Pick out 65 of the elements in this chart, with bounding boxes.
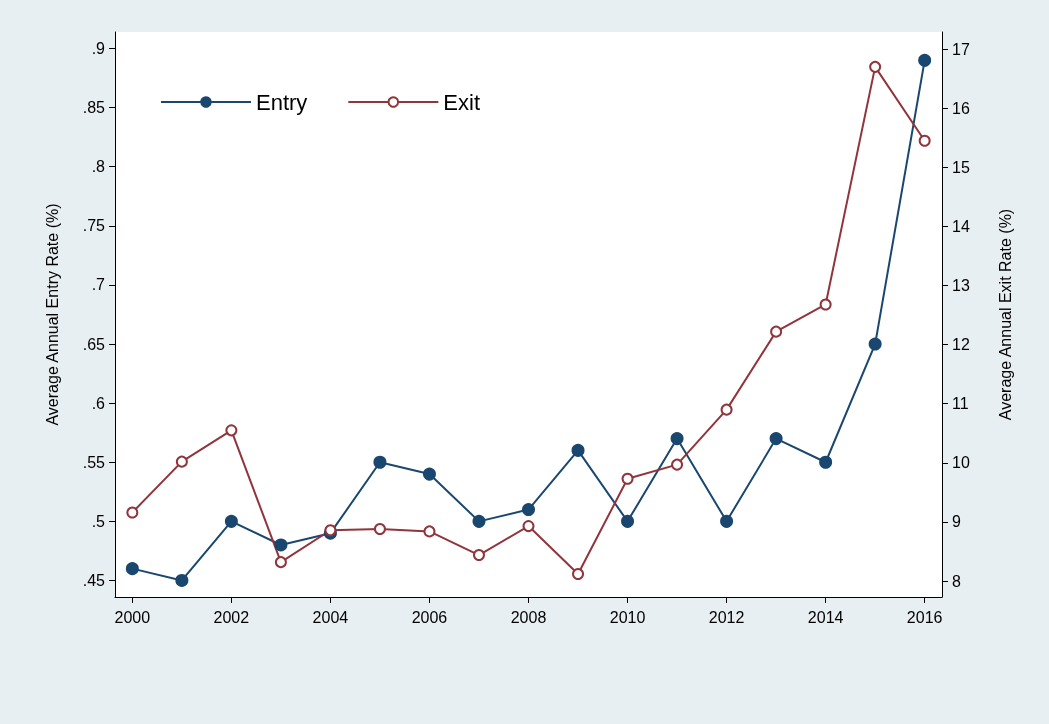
x-tick-label: 2016 [906, 608, 943, 626]
y-tick-label: .6 [91, 394, 106, 412]
y-tick-label: .75 [82, 217, 106, 235]
point [671, 458, 684, 471]
point [869, 60, 882, 73]
y2-tick-label: 13 [952, 277, 970, 295]
point [225, 424, 238, 437]
y2-tick-label: 15 [952, 158, 970, 176]
point [918, 53, 932, 67]
y2-tick-label: 14 [952, 217, 970, 235]
x-tick-label: 2010 [609, 608, 646, 626]
y2-tick-label: 11 [952, 395, 969, 413]
point [522, 520, 535, 533]
point [621, 472, 634, 485]
point [522, 503, 535, 517]
y2-axis-title: Average Annual Exit Rate (%) [996, 208, 1014, 421]
y-tick-label: .65 [82, 335, 106, 353]
y2-tick-label: 8 [952, 572, 961, 590]
y-tick-label: .5 [91, 512, 106, 530]
point [373, 523, 386, 536]
point [472, 549, 485, 562]
x-tick-label: 2002 [213, 608, 250, 626]
point [819, 298, 832, 311]
x-tick-label: 2008 [510, 608, 547, 626]
point [472, 514, 486, 528]
point [769, 432, 783, 446]
x-tick-label: 2012 [708, 608, 745, 626]
point [224, 514, 238, 528]
y-tick-label: .45 [82, 571, 106, 589]
y-tick-label: .55 [82, 453, 106, 471]
y2-tick-label: 9 [952, 513, 961, 531]
x-tick-label: 2004 [312, 608, 349, 626]
point [274, 556, 287, 569]
point [621, 514, 635, 528]
point [126, 506, 139, 519]
legend-label: Exit [443, 89, 481, 115]
point [423, 525, 436, 538]
point [572, 567, 585, 580]
point [720, 403, 733, 416]
y2-tick-label: 12 [952, 336, 970, 354]
x-tick-label: 2006 [411, 608, 448, 626]
y2-tick-label: 16 [952, 99, 970, 117]
x-tick-label: 2000 [114, 608, 151, 626]
point [819, 455, 833, 469]
y-axis-title: Average Annual Entry Rate (%) [43, 203, 61, 426]
point [175, 573, 189, 587]
point [274, 538, 288, 552]
y2-tick-label: 17 [952, 40, 970, 58]
y2-tick-label: 10 [952, 454, 970, 472]
point [373, 455, 387, 469]
point [125, 562, 139, 576]
point [670, 432, 684, 446]
legend-label: Entry [256, 89, 308, 115]
y-tick-label: .85 [82, 99, 106, 117]
point [175, 455, 188, 468]
x-tick-label: 2014 [807, 608, 844, 626]
point [868, 337, 882, 351]
point [918, 134, 931, 147]
point [770, 325, 783, 338]
y-tick-label: .9 [91, 40, 106, 58]
y-tick-label: .8 [91, 158, 106, 176]
point [571, 443, 585, 457]
point [422, 467, 436, 481]
y-tick-label: .7 [91, 276, 106, 294]
point [720, 514, 734, 528]
